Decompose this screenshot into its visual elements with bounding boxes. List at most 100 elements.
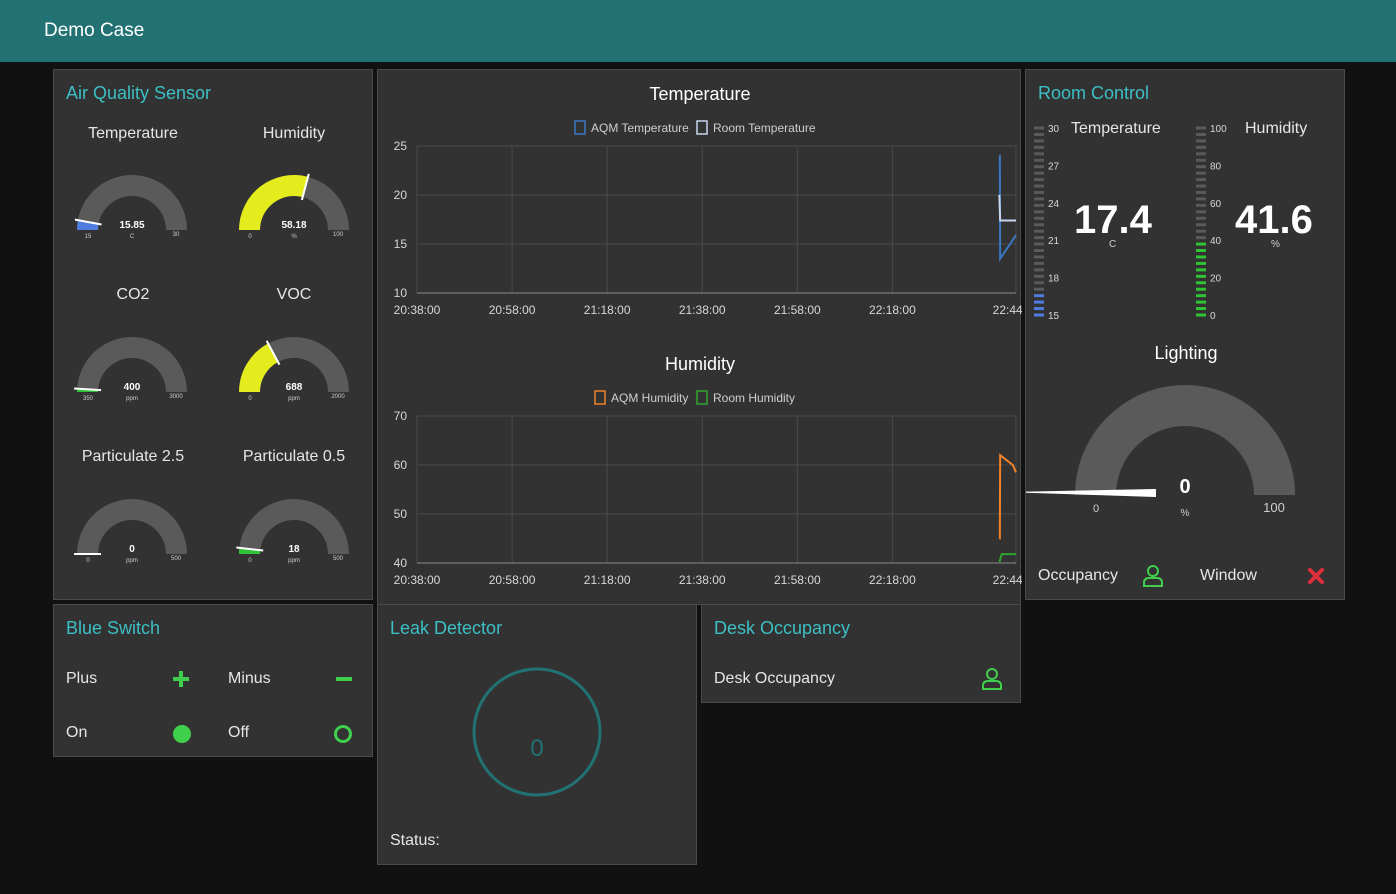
scale-segment	[1034, 126, 1044, 130]
y-tick-label: 50	[394, 507, 408, 521]
gauge-unit: ppm	[126, 396, 138, 402]
gauge-max: 500	[333, 556, 344, 562]
on-button[interactable]	[172, 724, 192, 749]
legend-room-temperature: Room Temperature	[713, 121, 816, 135]
scale-segment	[1196, 229, 1206, 233]
leak-detector-title: Leak Detector	[390, 618, 503, 638]
y-tick-label: 70	[394, 409, 408, 423]
air-quality-card: Air Quality Sensor Temperature Humidity …	[53, 69, 373, 600]
gauge-unit: ppm	[288, 396, 300, 402]
lighting-min: 0	[1093, 503, 1099, 515]
legend-aqm-humidity: AQM Humidity	[611, 391, 688, 405]
scale-segment	[1034, 255, 1044, 259]
scale-segment	[1196, 197, 1206, 201]
gauge-value: 400	[124, 382, 141, 393]
scale-segment	[1034, 300, 1044, 304]
scale-segment	[1196, 190, 1206, 194]
scale-segment	[1196, 255, 1206, 259]
legend-swatch-aqm-temperature	[574, 120, 586, 135]
scale-segment	[1034, 307, 1044, 311]
plus-button[interactable]	[172, 670, 190, 693]
scale-segment	[1034, 281, 1044, 285]
y-tick-label: 15	[394, 237, 408, 251]
scale-label: 21	[1048, 236, 1060, 247]
x-tick-label: 20:38:00	[394, 303, 441, 317]
desk-occupancy-title: Desk Occupancy	[714, 618, 851, 638]
scale-label: 18	[1048, 274, 1060, 285]
legend-swatch-room-humidity	[696, 390, 708, 405]
scale-segment	[1196, 236, 1206, 240]
gauge-needle	[74, 387, 102, 392]
lighting-gauge-needle	[1026, 489, 1156, 497]
gauge-needle	[300, 173, 310, 201]
legend-swatch-room-temperature	[696, 120, 708, 135]
lighting-unit: %	[1181, 508, 1190, 519]
gauge-min: 0	[86, 558, 90, 564]
room-humidity-label: Humidity	[1245, 120, 1308, 137]
scale-segment	[1196, 126, 1206, 130]
scale-segment	[1034, 152, 1044, 156]
gauge-needle	[265, 340, 281, 366]
lighting-max: 100	[1263, 500, 1285, 515]
gauge-track	[77, 175, 187, 230]
gauge-value: 15.85	[119, 220, 144, 231]
gauge-min: 0	[248, 558, 252, 564]
scale-segment	[1196, 145, 1206, 149]
scale-segment	[1034, 190, 1044, 194]
scale-segment	[1196, 268, 1206, 272]
x-tick-label: 22:18:00	[869, 303, 916, 317]
scale-label: 60	[1210, 199, 1222, 210]
leak-indicator-ring	[472, 667, 602, 797]
gauge-track	[239, 499, 349, 554]
window-label: Window	[1200, 567, 1257, 584]
gauge-min: 350	[83, 396, 94, 402]
scale-label: 15	[1048, 311, 1060, 322]
minus-button[interactable]	[335, 670, 353, 693]
scale-label: 80	[1210, 161, 1222, 172]
scale-label: 27	[1048, 161, 1060, 172]
x-tick-label: 22:44:00	[993, 303, 1022, 317]
occupancy-user-icon[interactable]	[1142, 564, 1164, 593]
x-tick-label: 21:38:00	[679, 573, 726, 587]
gauge-label-humidity: Humidity	[262, 125, 326, 142]
x-tick-label: 20:58:00	[489, 303, 536, 317]
x-tick-label: 21:58:00	[774, 303, 821, 317]
gauge-value: 18	[288, 544, 300, 555]
scale-segment	[1196, 139, 1206, 143]
filled-circle-icon	[173, 725, 191, 743]
room-temperature-unit: C	[1109, 239, 1117, 250]
room-humidity-unit: %	[1271, 239, 1280, 250]
desk-occupancy-label: Desk Occupancy	[714, 670, 835, 687]
room-control-graphics: 30 27 24 21 18 15 100 80 60 40 20 0 0% 0 100	[1026, 124, 1295, 519]
gauge-max: 2000	[331, 394, 345, 400]
window-close-icon[interactable]	[1307, 567, 1325, 590]
room-humidity-value: 41.6	[1235, 198, 1313, 242]
series-line	[998, 453, 1017, 540]
gauge-track	[77, 499, 187, 554]
gauge-max: 100	[333, 232, 344, 238]
scale-segment	[1034, 171, 1044, 175]
gauge-fill	[239, 175, 309, 230]
plus-icon	[173, 671, 189, 687]
scale-segment	[1034, 236, 1044, 240]
gauge-value: 688	[286, 382, 303, 393]
leak-value: 0	[530, 735, 544, 762]
gauge-label-voc: VOC	[276, 286, 312, 303]
lighting-value: 0	[1179, 476, 1190, 498]
room-temperature-label: Temperature	[1071, 120, 1161, 137]
scale-segment	[1196, 158, 1206, 162]
scale-segment	[1196, 307, 1206, 311]
y-tick-label: 20	[394, 188, 408, 202]
occupancy-label: Occupancy	[1038, 567, 1119, 584]
scale-segment	[1034, 223, 1044, 227]
scale-segment	[1034, 178, 1044, 182]
leak-status-label: Status:	[390, 832, 440, 849]
scale-segment	[1034, 313, 1044, 317]
x-tick-label: 21:38:00	[679, 303, 726, 317]
gauge-label-pm05: Particulate 0.5	[242, 448, 346, 465]
scale-segment	[1196, 132, 1206, 136]
legend-room-humidity: Room Humidity	[713, 391, 795, 405]
desk-occupancy-user-icon[interactable]	[981, 667, 1003, 696]
gauge-needle	[236, 546, 264, 552]
off-button[interactable]	[333, 724, 353, 749]
